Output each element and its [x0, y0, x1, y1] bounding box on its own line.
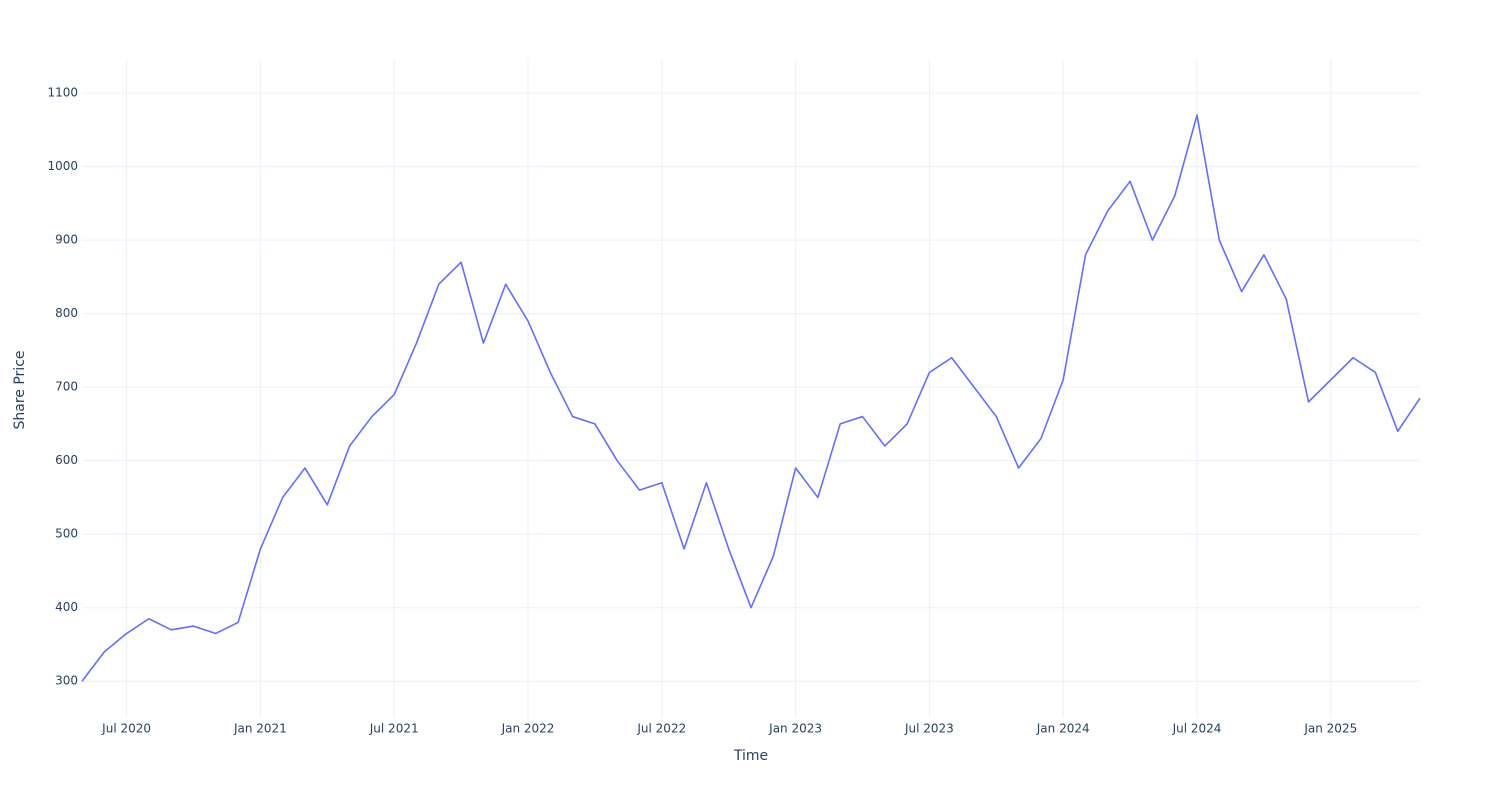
- y-tick-label: 700: [55, 380, 78, 394]
- y-tick-label: 500: [55, 527, 78, 541]
- y-tick-label: 800: [55, 306, 78, 320]
- x-tick-label: Jul 2020: [101, 722, 151, 736]
- y-tick-label: 600: [55, 453, 78, 467]
- x-tick-label: Jul 2024: [1172, 722, 1222, 736]
- y-tick-label: 900: [55, 233, 78, 247]
- y-tick-label: 1000: [47, 159, 78, 173]
- x-tick-label: Jul 2022: [636, 722, 686, 736]
- price-line: [81, 114, 1421, 682]
- y-tick-label: 400: [55, 600, 78, 614]
- x-tick-label: Jul 2021: [369, 722, 419, 736]
- x-tick-label: Jul 2023: [904, 722, 954, 736]
- x-tick-label: Jan 2024: [1036, 722, 1090, 736]
- x-tick-label: Jan 2023: [768, 722, 822, 736]
- x-tick-label: Jan 2021: [233, 722, 287, 736]
- x-axis-title: Time: [733, 748, 768, 764]
- x-tick-label: Jan 2022: [501, 722, 555, 736]
- y-tick-label: 300: [55, 674, 78, 688]
- y-axis-title: Share Price: [12, 350, 28, 429]
- y-tick-label: 1100: [47, 86, 78, 100]
- x-tick-label: Jan 2025: [1303, 722, 1357, 736]
